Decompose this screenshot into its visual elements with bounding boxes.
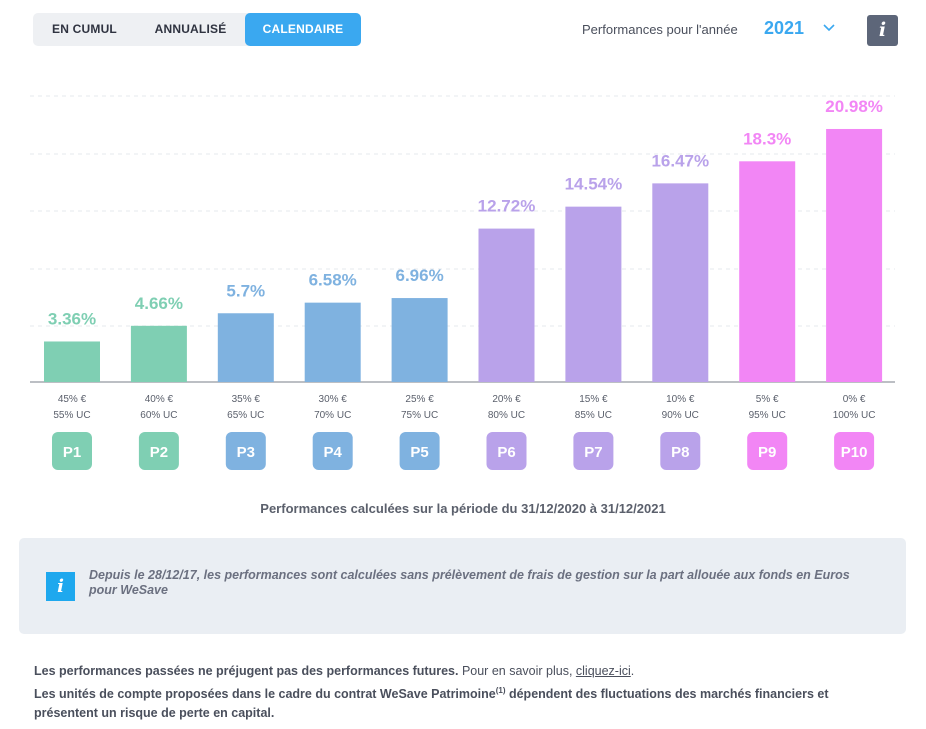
allocation-euro-p10: 0% € (843, 394, 866, 405)
allocation-uc-p1: 55% UC (53, 410, 90, 421)
disclaimer-period: . (630, 664, 635, 678)
profile-badge-p2[interactable] (138, 432, 179, 470)
profile-label-p7[interactable]: P7 (584, 444, 602, 461)
disclaimer-bold: Les performances passées ne préjugent pa… (34, 664, 459, 678)
allocation-euro-p5: 25% € (405, 394, 434, 405)
value-label-p3: 5.7% (226, 281, 265, 300)
bar-p9 (739, 161, 796, 382)
allocation-euro-p8: 10% € (666, 394, 695, 405)
tab-calendaire[interactable]: CALENDAIRE (245, 13, 361, 46)
bar-p1 (44, 341, 100, 382)
allocation-uc-p3: 65% UC (227, 410, 264, 421)
allocation-euro-p3: 35% € (232, 394, 261, 405)
value-label-p6: 12.72% (478, 197, 536, 216)
footnote-marker: (1) (495, 686, 506, 695)
profile-badge-p6[interactable] (486, 432, 527, 470)
bar-p7 (565, 206, 622, 382)
bar-p2 (130, 325, 187, 382)
info-box-text: Depuis le 28/12/17, les performances son… (89, 568, 850, 597)
bar-p8 (652, 183, 709, 382)
allocation-uc-p7: 85% UC (575, 410, 612, 421)
chevron-down-icon[interactable] (822, 20, 836, 34)
profile-label-p1[interactable]: P1 (63, 444, 81, 461)
disclaimer-text: Pour en savoir plus, (458, 664, 576, 678)
profile-label-p5[interactable]: P5 (410, 444, 428, 461)
profile-label-p2[interactable]: P2 (150, 444, 168, 461)
chart-bars (44, 128, 883, 382)
profile-badge-p10[interactable] (834, 432, 875, 470)
year-selector-value[interactable]: 2021 (764, 18, 805, 38)
period-note: Performances calculées sur la période du… (260, 501, 666, 516)
allocation-uc-p5: 75% UC (401, 410, 438, 421)
year-selector-label: Performances pour l'année (582, 22, 738, 37)
profile-badge-p7[interactable] (573, 432, 614, 470)
tab-annualise[interactable]: ANNUALISÉ (154, 22, 227, 36)
profile-badge-p1[interactable] (52, 432, 92, 470)
allocation-euro-p4: 30% € (319, 394, 348, 405)
value-label-p2: 4.66% (135, 294, 183, 313)
performance-bar-chart: 3.36% 45% € 55% UC P1 4.66% 40% € 60% UC P2 5.7%… (30, 95, 895, 470)
profile-badge-p3[interactable] (225, 432, 266, 470)
bar-p3 (217, 313, 274, 382)
profile-label-p3[interactable]: P3 (237, 444, 255, 461)
bar-p4 (304, 302, 361, 382)
learn-more-link[interactable]: cliquez-ici (575, 664, 631, 678)
info-box: i Depuis le 28/12/17, les performances s… (19, 538, 906, 634)
performance-mode-tabs: EN CUMUL ANNUALISÉ CALENDAIRE (33, 13, 361, 46)
value-label-p4: 6.58% (309, 271, 357, 290)
value-label-p10: 20.98% (825, 97, 883, 116)
value-label-p9: 18.3% (743, 129, 791, 148)
value-label-p1: 3.36% (48, 309, 96, 328)
bar-p5 (391, 298, 448, 382)
allocation-euro-p2: 40% € (145, 394, 174, 405)
profile-label-p6[interactable]: P6 (497, 444, 515, 461)
disclaimer: Les performances passées ne préjugent pa… (34, 662, 894, 723)
bar-p10 (826, 128, 883, 382)
risk-warning-b: dépendent des fluctuations des marchés f… (34, 687, 829, 721)
profile-label-p9[interactable]: P9 (758, 444, 776, 461)
info-button[interactable]: i (867, 15, 898, 46)
allocation-uc-p6: 80% UC (488, 410, 525, 421)
allocation-euro-p6: 20% € (492, 394, 521, 405)
info-icon: i (46, 572, 75, 601)
allocation-uc-p8: 90% UC (662, 410, 699, 421)
profile-badge-p9[interactable] (747, 432, 788, 470)
allocation-uc-p10: 100% UC (833, 410, 876, 421)
risk-warning-a: Les unités de compte proposées dans le c… (34, 687, 496, 702)
tab-en-cumul[interactable]: EN CUMUL (52, 22, 117, 36)
profile-badge-p4[interactable] (312, 432, 353, 470)
allocation-uc-p9: 95% UC (749, 410, 786, 421)
chart-labels: 3.36% 45% € 55% UC P1 4.66% 40% € 60% UC P2 5.7%… (48, 97, 883, 470)
allocation-uc-p4: 70% UC (314, 410, 351, 421)
value-label-p7: 14.54% (565, 175, 623, 194)
bar-p6 (478, 228, 535, 382)
allocation-uc-p2: 60% UC (140, 410, 177, 421)
allocation-euro-p7: 15% € (579, 394, 608, 405)
allocation-euro-p9: 5% € (756, 394, 779, 405)
allocation-euro-p1: 45% € (58, 394, 87, 405)
value-label-p8: 16.47% (651, 151, 709, 170)
profile-label-p8[interactable]: P8 (671, 444, 689, 461)
profile-badge-p8[interactable] (660, 432, 701, 470)
profile-label-p10[interactable]: P10 (841, 444, 868, 461)
profile-label-p4[interactable]: P4 (324, 444, 343, 461)
profile-badge-p5[interactable] (399, 432, 440, 470)
value-label-p5: 6.96% (395, 266, 443, 285)
